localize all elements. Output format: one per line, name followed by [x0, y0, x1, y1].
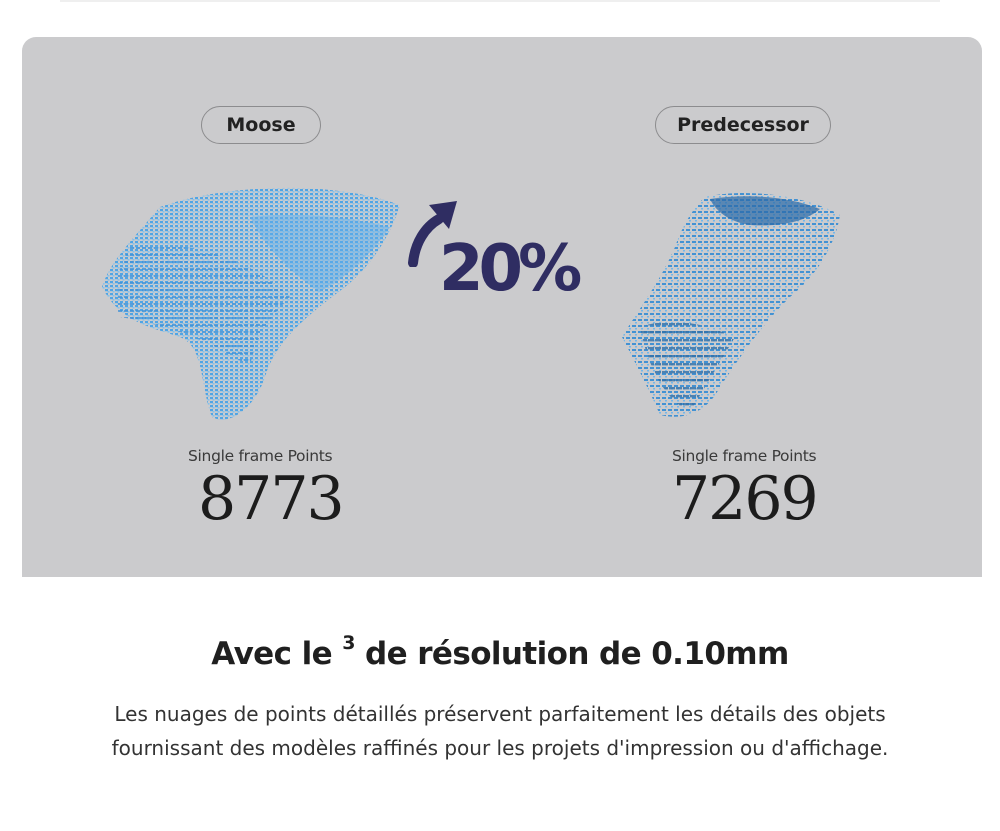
improvement-indicator: 20% [407, 197, 607, 327]
predecessor-points-caption: Single frame Points [672, 447, 817, 465]
moose-label-pill: Moose [201, 106, 321, 144]
curved-up-arrow-icon [408, 201, 457, 267]
section-description: Les nuages de points détaillés préserven… [111, 702, 889, 760]
moose-points-caption: Single frame Points [188, 447, 333, 465]
heading-superscript: 3 [342, 631, 355, 654]
moose-points-value: 8773 [198, 464, 345, 534]
heading-suffix: de résolution de 0.10mm [354, 636, 789, 672]
predecessor-points-value: 7269 [672, 464, 819, 534]
moose-point-cloud-icon [102, 187, 400, 420]
improvement-value: 20% [439, 232, 582, 306]
comparison-panel: Moose Predecessor [22, 37, 982, 577]
predecessor-point-cloud-icon [622, 193, 840, 417]
moose-label: Moose [226, 114, 296, 136]
predecessor-label: Predecessor [677, 114, 809, 136]
heading-prefix: Avec le [211, 636, 343, 672]
section-heading: Avec le 3 de résolution de 0.10mm [0, 633, 1000, 672]
top-divider [60, 0, 940, 2]
predecessor-label-pill: Predecessor [655, 106, 831, 144]
